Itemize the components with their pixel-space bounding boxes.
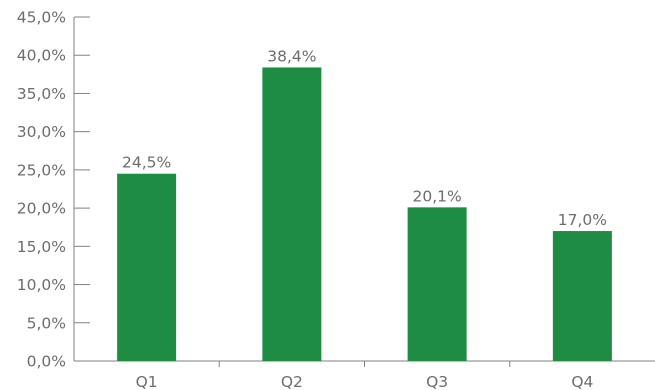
y-axis: 0,0% 5,0% 10,0% 15,0% 20,0% 25,0% 30,0% 35,0% 40… (17, 9, 90, 371)
y-tick-label: 25,0% (17, 161, 66, 179)
bar-q3 (407, 207, 467, 361)
y-tick-label: 45,0% (17, 9, 66, 27)
bars (117, 67, 612, 361)
y-tick-label: 0,0% (27, 353, 66, 371)
x-axis: Q1 Q2 Q3 Q4 (74, 360, 655, 390)
category-label-q2: Q2 (281, 373, 303, 390)
y-tick-label: 40,0% (17, 47, 66, 65)
y-tick-label: 20,0% (17, 200, 66, 218)
data-labels: 24,5% 38,4% 20,1% 17,0% (122, 47, 607, 229)
y-tick-label: 15,0% (17, 238, 66, 256)
data-label-q2: 38,4% (267, 47, 316, 65)
bar-q2 (262, 67, 322, 361)
data-label-q4: 17,0% (558, 211, 607, 229)
category-label-q3: Q3 (426, 373, 448, 390)
bar-q4 (552, 231, 612, 361)
category-label-q1: Q1 (136, 373, 158, 390)
y-tick-label: 5,0% (27, 314, 66, 332)
y-tick-label: 30,0% (17, 123, 66, 141)
category-label-q4: Q4 (571, 373, 593, 390)
data-label-q3: 20,1% (413, 187, 462, 205)
y-tick-label: 10,0% (17, 276, 66, 294)
y-tick-label: 35,0% (17, 85, 66, 103)
bar-q1 (117, 173, 177, 361)
data-label-q1: 24,5% (122, 154, 171, 172)
